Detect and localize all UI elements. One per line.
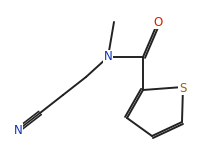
Text: O: O (153, 16, 163, 29)
Text: N: N (14, 124, 22, 137)
Text: N: N (104, 51, 112, 64)
Text: S: S (179, 82, 187, 95)
